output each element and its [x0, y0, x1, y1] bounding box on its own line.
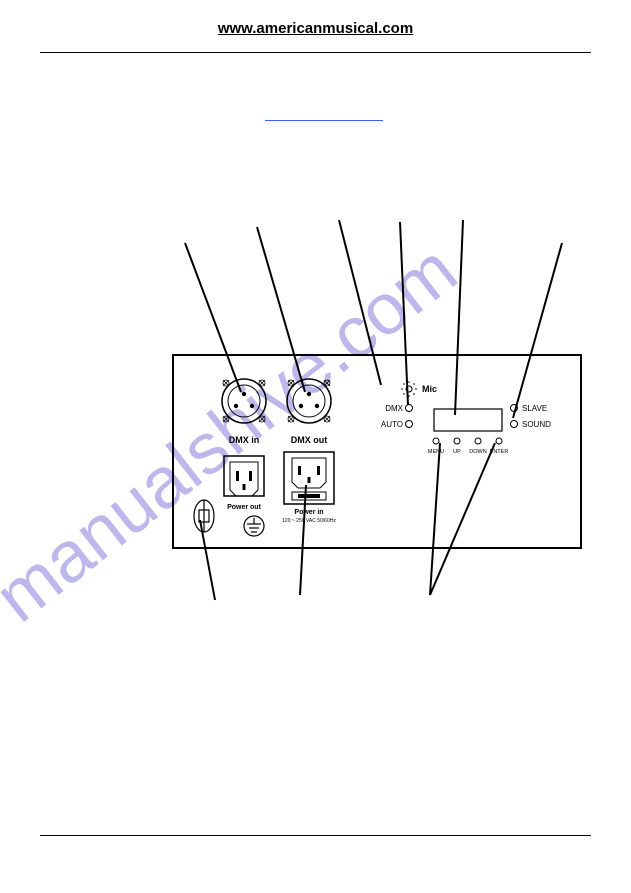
- power-in-connector: [284, 452, 334, 504]
- slave-led: [511, 405, 518, 412]
- btn-up-label: UP: [453, 449, 461, 455]
- ground-icon: [244, 516, 264, 536]
- menu-buttons: [433, 438, 502, 444]
- blue-underline: [265, 120, 383, 121]
- power-out-connector: [224, 456, 264, 496]
- header-url[interactable]: www.americanmusical.com: [0, 20, 631, 37]
- power-in-sub: 120 ~ 250 VAC 50/60Hz: [282, 518, 336, 524]
- btn-enter-label: ENTER: [490, 449, 509, 455]
- dmx-out-label: DMX out: [291, 435, 328, 445]
- dmx-out-connector: [287, 379, 331, 423]
- slave-led-label: SLAVE: [522, 404, 547, 413]
- power-out-label: Power out: [227, 504, 262, 511]
- mic-icon: [401, 381, 417, 397]
- auto-led: [406, 421, 413, 428]
- bottom-rule: [40, 835, 591, 836]
- top-rule: [40, 52, 591, 53]
- dmx-in-connector: [222, 379, 266, 423]
- fuse-holder-icon: [194, 500, 214, 532]
- sound-led: [511, 421, 518, 428]
- dmx-in-label: DMX in: [229, 435, 260, 445]
- display-icon: [434, 409, 502, 431]
- mic-label: Mic: [422, 384, 437, 394]
- sound-led-label: SOUND: [522, 420, 551, 429]
- power-in-label: Power in: [294, 509, 323, 516]
- auto-led-label: AUTO: [381, 420, 403, 429]
- rear-panel-diagram: DMX in DMX out: [172, 354, 582, 549]
- btn-menu-label: MENU: [428, 449, 444, 455]
- btn-down-label: DOWN: [469, 449, 486, 455]
- dmx-led-label: DMX: [385, 404, 403, 413]
- dmx-led: [406, 405, 413, 412]
